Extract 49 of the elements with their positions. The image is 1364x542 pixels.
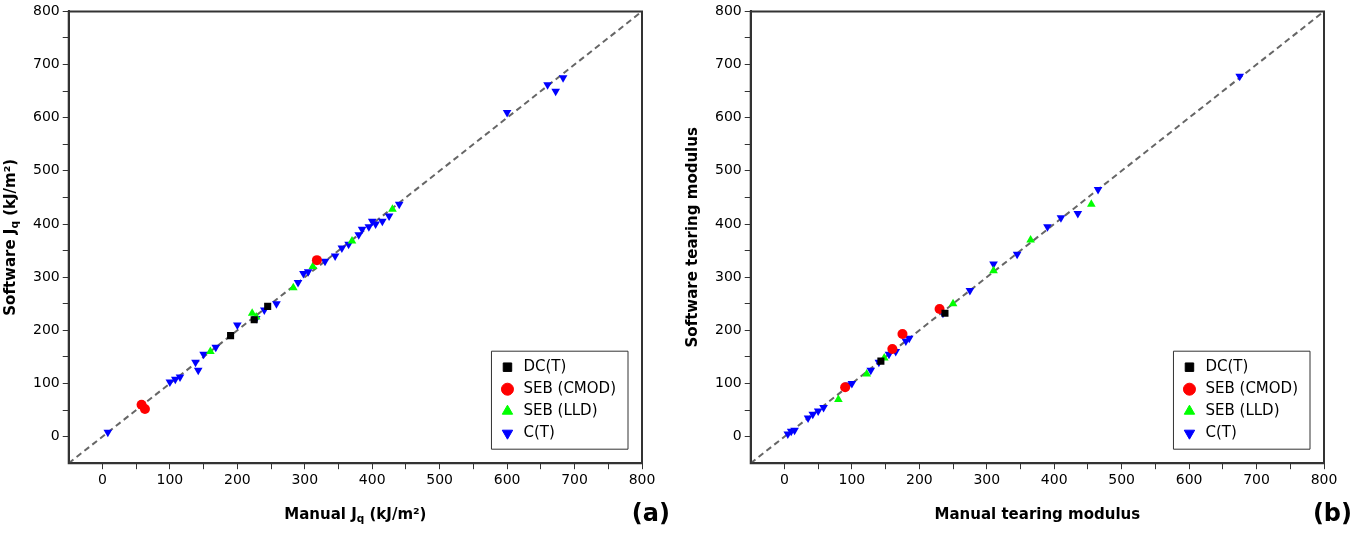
x-tick-label: 0 <box>97 471 107 488</box>
text: (a) <box>631 499 670 528</box>
legend-label: DC(T) <box>1205 357 1249 376</box>
x-tick-label: 500 <box>1108 471 1136 488</box>
x-tick-label: 800 <box>1310 471 1338 488</box>
y-tick-label: 800 <box>714 2 742 19</box>
x-tick-label: 400 <box>358 471 386 488</box>
y-tick-label: 600 <box>714 108 742 125</box>
legend-label: SEB (CMOD) <box>523 379 617 398</box>
y-tick-label: 400 <box>32 214 60 231</box>
y-tick-label: 0 <box>50 427 60 444</box>
x-tick-label: 800 <box>628 471 656 488</box>
x-tick-label: 600 <box>1175 471 1203 488</box>
y-tick-label: 500 <box>714 161 742 178</box>
y-tick-label: 400 <box>714 214 742 231</box>
legend-label: SEB (CMOD) <box>1205 379 1299 398</box>
x-axis-title: Manual tearing modulus <box>934 505 1141 524</box>
x-tick-label: 300 <box>973 471 1001 488</box>
y-tick-label: 700 <box>32 55 60 72</box>
legend-label: C(T) <box>523 423 555 442</box>
y-tick-label: 300 <box>32 267 60 284</box>
y-tick-label: 500 <box>32 161 60 178</box>
x-tick-label: 500 <box>426 471 454 488</box>
legend-label: C(T) <box>1205 423 1237 442</box>
x-tick-label: 700 <box>1243 471 1270 488</box>
x-tick-label: 200 <box>905 471 933 488</box>
y-tick-label: 0 <box>732 427 742 444</box>
legend-label: SEB (LLD) <box>1205 401 1280 420</box>
y-tick-label: 300 <box>714 267 742 284</box>
y-tick-label: 200 <box>32 320 60 337</box>
legend-label: DC(T) <box>523 357 567 376</box>
y-axis-title: Software tearing modulus <box>682 127 701 348</box>
y-tick-label: 800 <box>32 2 60 19</box>
y-tick-label: 700 <box>714 55 742 72</box>
x-tick-label: 600 <box>493 471 521 488</box>
x-tick-label: 200 <box>223 471 251 488</box>
x-tick-label: 100 <box>838 471 866 488</box>
y-axis-title: Software Jq (kJ/m²) <box>0 158 20 316</box>
y-tick-label: 100 <box>32 374 60 391</box>
x-tick-label: 400 <box>1040 471 1068 488</box>
legend-label: SEB (LLD) <box>523 401 598 420</box>
x-tick-label: 300 <box>291 471 319 488</box>
y-tick-label: 100 <box>714 374 742 391</box>
y-tick-label: 600 <box>32 108 60 125</box>
x-tick-label: 100 <box>156 471 184 488</box>
text: (b) <box>1312 499 1352 528</box>
y-tick-label: 200 <box>714 320 742 337</box>
x-tick-label: 700 <box>561 471 588 488</box>
x-tick-label: 0 <box>779 471 789 488</box>
